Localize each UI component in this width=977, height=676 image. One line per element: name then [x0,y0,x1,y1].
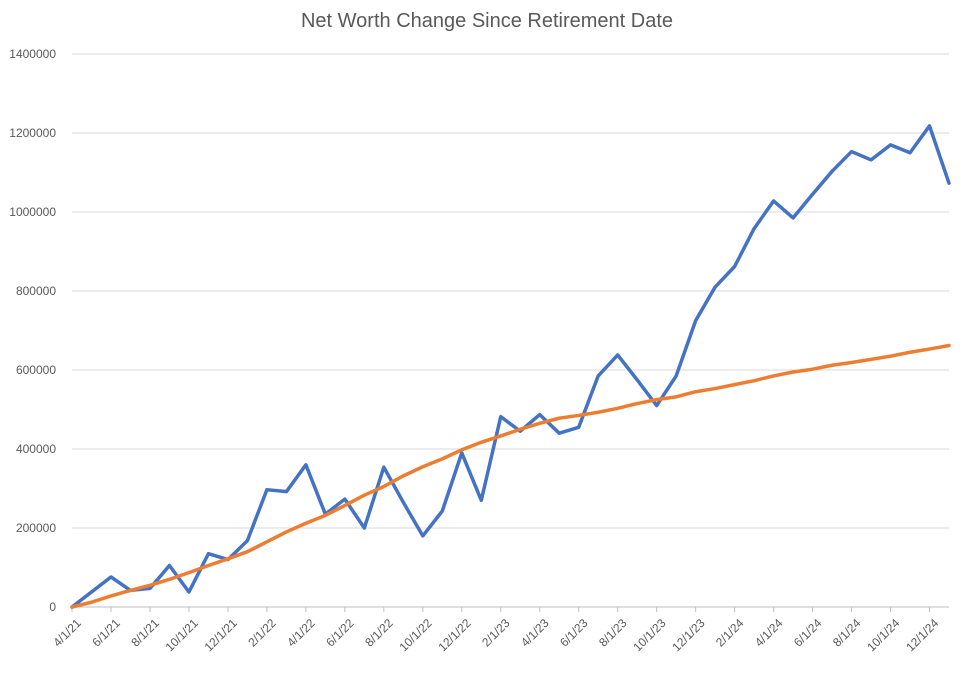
x-tick-label: 2/1/24 [713,616,747,650]
x-tick-label: 6/1/22 [323,616,357,650]
y-axis-tick-labels: 0 200000 400000 600000 800000 1000000 1200000 1… [9,47,56,614]
x-tick-label: 10/1/24 [864,616,902,654]
x-tick-label: 8/1/24 [830,616,864,650]
chart-title: Net Worth Change Since Retirement Date [301,10,673,32]
x-tick-label: 2/1/22 [245,616,279,650]
x-tick-label: 2/1/23 [479,616,513,650]
series-line-1 [70,124,951,609]
x-tick-label: 10/1/21 [163,616,201,654]
gridlines [72,53,949,608]
x-tick-label: 4/1/21 [50,616,84,650]
x-tick-label: 8/1/23 [596,616,630,650]
x-tick-label: 4/1/22 [284,616,318,650]
x-tick-label: 6/1/23 [557,616,591,650]
x-tick-label: 12/1/21 [202,616,240,654]
y-tick-label: 200000 [16,521,56,535]
x-tick-label: 10/1/22 [396,616,434,654]
y-tick-label: 1400000 [9,47,56,61]
x-tick-label: 8/1/21 [128,616,162,650]
y-tick-label: 400000 [16,442,56,456]
x-tick-label: 12/1/23 [669,616,707,654]
x-tick-label: 4/1/24 [752,616,786,650]
x-tick-label: 12/1/24 [903,616,941,654]
y-tick-label: 1000000 [9,205,56,219]
y-tick-label: 1200000 [9,126,56,140]
y-tick-label: 800000 [16,284,56,298]
x-tick-label: 10/1/23 [630,616,668,654]
series-lines [70,124,951,609]
series-line-2 [70,343,951,609]
y-tick-label: 600000 [16,363,56,377]
y-tick-label: 0 [49,600,56,614]
x-tick-label: 6/1/21 [89,616,123,650]
x-tick-label: 6/1/24 [791,616,825,650]
x-tick-label: 12/1/22 [435,616,473,654]
x-tick-label: 8/1/22 [362,616,396,650]
x-tick-label: 4/1/23 [518,616,552,650]
x-axis-tick-labels: 4/1/21 6/1/21 8/1/21 10/1/21 12/1/21 2/1/22 4/… [50,607,942,654]
